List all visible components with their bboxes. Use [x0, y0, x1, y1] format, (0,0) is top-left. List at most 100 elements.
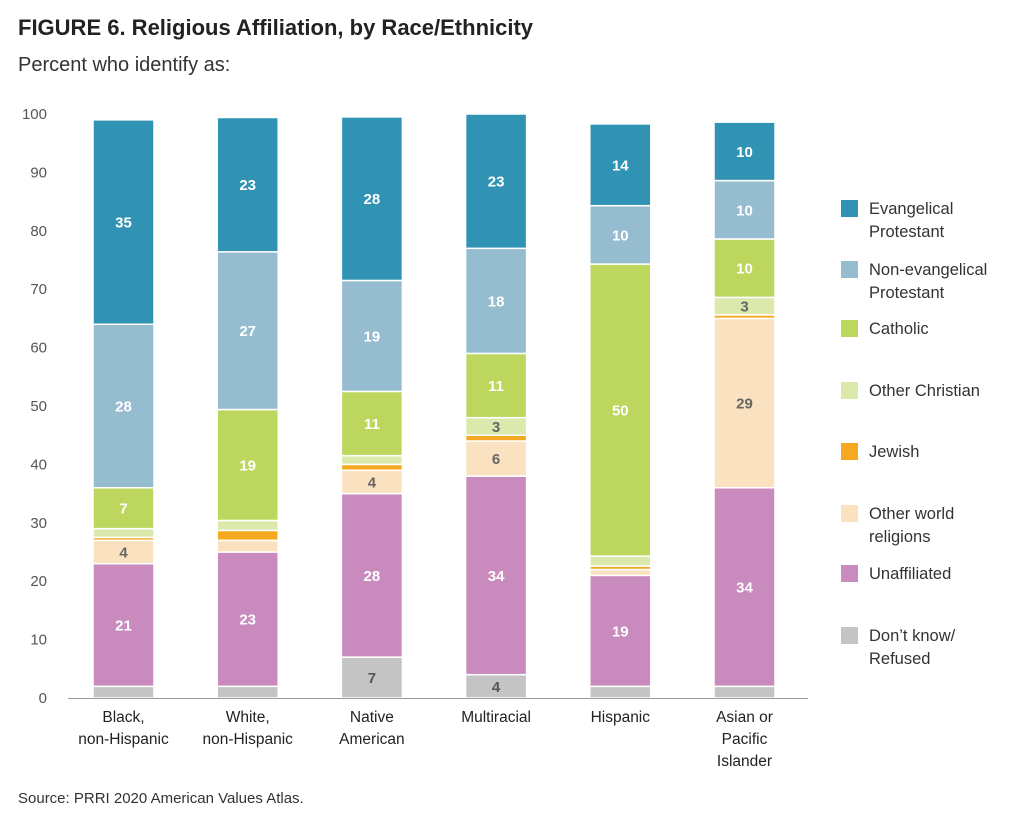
x-category-label: Hispanic: [591, 709, 651, 726]
bar-segment: [216, 519, 279, 532]
bar-segment: [589, 568, 652, 577]
legend-label: Catholic: [869, 320, 929, 338]
data-labels: 21 4 7 28 35 23 19 27 23 7 28 4 11 19 28 4 34 6 3 11 18 23 19 5…: [115, 144, 753, 696]
y-tick-label: 50: [30, 398, 47, 415]
chart-subtitle: Percent who identify as:: [18, 54, 231, 76]
data-label: 34: [736, 580, 753, 597]
data-label: 34: [488, 568, 505, 585]
bar-segment: [92, 562, 155, 688]
data-label: 11: [488, 378, 504, 395]
data-label: 10: [736, 261, 753, 278]
bar-segment: [464, 475, 528, 676]
bar-segment: [713, 685, 776, 699]
bar-segment: [340, 116, 404, 282]
data-label: 11: [364, 416, 380, 433]
data-label: 7: [368, 670, 376, 687]
bar-segment: [92, 685, 155, 699]
bar-segment: [92, 119, 155, 325]
bar-segment: [589, 123, 652, 207]
x-category-label: Black, non-Hispanic: [78, 709, 169, 748]
data-label: 4: [119, 545, 128, 562]
bar-segment: [464, 352, 528, 419]
legend-swatch: [841, 443, 858, 460]
y-tick-label: 20: [30, 573, 47, 590]
bar-segment: [340, 463, 404, 471]
data-label: 4: [492, 679, 501, 696]
y-tick-label: 0: [39, 690, 47, 707]
data-label: 28: [364, 568, 381, 585]
bar-segment: [92, 527, 155, 539]
x-category-label: Native American: [339, 709, 404, 748]
y-tick-label: 40: [30, 456, 47, 473]
y-tick-label: 60: [30, 340, 47, 357]
bar-segment: [713, 121, 776, 182]
y-axis: 0 10 20 30 40 50 60 70 80 90 100: [22, 106, 47, 707]
bar-segment: [340, 656, 404, 699]
legend-swatch: [841, 382, 858, 399]
bar-segment: [589, 574, 652, 688]
bar-segment: [216, 251, 279, 411]
bar-segment: [216, 685, 279, 699]
legend-swatch: [841, 320, 858, 337]
bar-segment: [464, 113, 528, 250]
data-label: 28: [115, 399, 132, 416]
bar-segment: [464, 434, 528, 442]
legend-label: Jewish: [869, 443, 919, 461]
bar-segment: [464, 440, 528, 477]
legend-label: Other Christian: [869, 382, 980, 400]
y-tick-label: 10: [30, 632, 47, 649]
bar-segment: [216, 116, 279, 253]
bar-segment: [340, 279, 404, 393]
legend-swatch: [841, 505, 858, 522]
data-label: 35: [115, 215, 132, 232]
data-label: 4: [368, 474, 377, 491]
data-label: 10: [736, 202, 753, 219]
y-tick-label: 30: [30, 515, 47, 532]
chart-title: FIGURE 6. Religious Affiliation, by Race…: [18, 15, 534, 40]
legend-label: Unaffiliated: [869, 565, 951, 583]
data-label: 18: [488, 293, 505, 310]
data-label: 21: [115, 618, 132, 635]
data-label: 19: [364, 328, 381, 345]
data-label: 23: [488, 174, 505, 191]
data-label: 19: [612, 623, 629, 640]
x-category-label: Multiracial: [461, 709, 531, 726]
y-tick-label: 80: [30, 223, 47, 240]
bar-segment: [340, 390, 404, 457]
bar-segment: [589, 204, 652, 265]
y-tick-label: 100: [22, 106, 47, 123]
legend-label: Non-evangelical Protestant: [869, 261, 987, 302]
data-label: 28: [364, 191, 381, 208]
x-axis: Black, non-Hispanic White, non-Hispanic Nati…: [68, 698, 808, 770]
x-category-label: Asian or Pacific Islander: [716, 709, 773, 770]
data-label: 19: [239, 457, 256, 474]
bar-segment: [589, 263, 652, 557]
data-label: 29: [736, 396, 753, 413]
data-label: 7: [119, 501, 127, 518]
bar-segment: [340, 492, 404, 658]
data-label: 3: [492, 419, 500, 436]
bar-segment: [713, 179, 776, 240]
x-category-label: White, non-Hispanic: [202, 709, 293, 748]
bar-segment: [589, 685, 652, 699]
bar-group: [92, 113, 776, 699]
y-tick-label: 90: [30, 164, 47, 181]
bar-segment: [216, 408, 279, 522]
bar-segment: [216, 539, 279, 553]
legend-swatch: [841, 565, 858, 582]
data-label: 23: [239, 612, 256, 629]
data-label: 27: [239, 323, 256, 340]
data-label: 10: [736, 144, 753, 161]
source-note: Source: PRRI 2020 American Values Atlas.: [18, 790, 304, 807]
data-label: 10: [612, 227, 629, 244]
legend-label: Evangelical Protestant: [869, 200, 953, 241]
bar-segment: [340, 454, 404, 466]
data-label: 50: [612, 403, 629, 420]
legend-swatch: [841, 261, 858, 278]
data-label: 23: [239, 177, 256, 194]
data-label: 6: [492, 451, 500, 468]
bar-segment: [216, 529, 279, 542]
legend-swatch: [841, 200, 858, 217]
legend-label: Other world religions: [869, 505, 954, 546]
